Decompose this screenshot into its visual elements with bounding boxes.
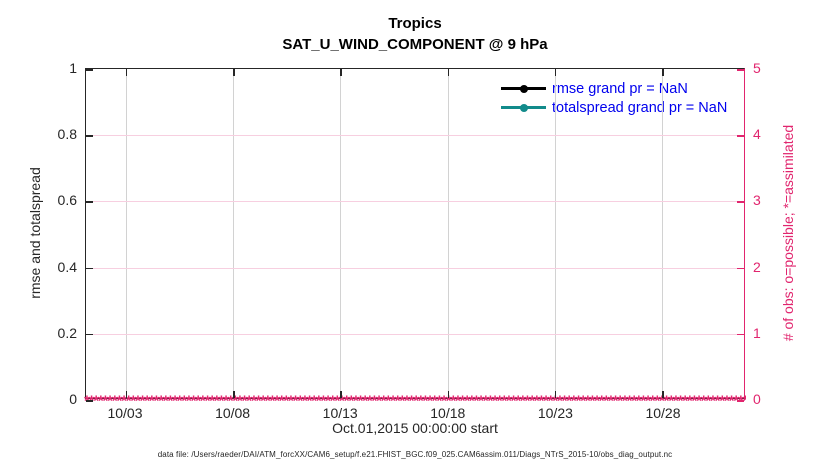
x-tick-label: 10/08 bbox=[215, 405, 251, 421]
legend-marker-dot bbox=[519, 103, 528, 112]
legend: rmse grand pr = NaN totalspread grand pr … bbox=[501, 79, 727, 117]
y-tick-mark-left bbox=[86, 135, 93, 137]
x-tick-mark-top bbox=[447, 69, 450, 76]
x-tick-label: 10/13 bbox=[322, 405, 358, 421]
right-axis-tick-label: 3 bbox=[753, 192, 761, 209]
right-axis-tick-label: 0 bbox=[753, 391, 761, 407]
x-tick-mark-top bbox=[662, 69, 664, 76]
gridline-horizontal bbox=[86, 333, 744, 335]
y-tick-mark-right bbox=[737, 135, 744, 137]
x-tick-label: 10/03 bbox=[107, 405, 143, 421]
x-tick-mark-bottom bbox=[340, 391, 342, 398]
x-tick-mark-bottom bbox=[233, 391, 235, 398]
x-tick-mark-bottom bbox=[554, 391, 557, 398]
x-tick-label: 10/18 bbox=[430, 405, 466, 421]
x-tick-mark-top bbox=[340, 69, 342, 76]
legend-marker-dot bbox=[519, 84, 528, 93]
legend-label: totalspread grand pr = NaN bbox=[552, 99, 728, 116]
gridline-vertical bbox=[233, 69, 235, 398]
right-axis-tick-label: 2 bbox=[753, 258, 761, 275]
right-axis-tick-label: 1 bbox=[753, 324, 761, 341]
left-axis-tick-label: 0.8 bbox=[57, 126, 77, 143]
right-axis-tick-label: 5 bbox=[753, 60, 761, 76]
x-tick-mark-bottom bbox=[447, 391, 450, 398]
y-tick-mark-left bbox=[86, 69, 93, 71]
legend-row: totalspread grand pr = NaN bbox=[501, 98, 727, 117]
plot-area: rmse grand pr = NaN totalspread grand pr … bbox=[84, 68, 746, 405]
legend-line-sample bbox=[501, 103, 546, 112]
gridline-vertical bbox=[340, 69, 342, 398]
x-axis-label: Oct.01,2015 00:00:00 start bbox=[332, 420, 498, 436]
data-file-path: data file: /Users/raeder/DAI/ATM_forcXX/… bbox=[157, 450, 673, 459]
left-axis-label: rmse and totalspread bbox=[27, 167, 43, 299]
right-axis-label: # of obs: o=possible; *=assimilated bbox=[780, 124, 796, 342]
right-axis-tick-label: 4 bbox=[753, 126, 761, 143]
gridline-horizontal bbox=[86, 135, 744, 137]
legend-line-sample bbox=[501, 84, 546, 93]
x-tick-label: 10/28 bbox=[645, 405, 681, 421]
gridline-vertical bbox=[447, 69, 449, 398]
gridline-horizontal bbox=[86, 201, 744, 203]
left-axis-tick-label: 0.6 bbox=[57, 192, 77, 209]
chart-title-variable: SAT_U_WIND_COMPONENT @ 9 hPa bbox=[282, 36, 548, 53]
assimilated-markers-band: ****************************************… bbox=[84, 392, 746, 406]
y-tick-mark-left bbox=[86, 201, 93, 203]
x-tick-mark-top bbox=[125, 69, 128, 76]
x-tick-mark-bottom bbox=[125, 391, 128, 398]
x-tick-mark-bottom bbox=[662, 391, 664, 398]
y-tick-mark-right bbox=[737, 267, 744, 270]
left-axis-tick-label: 0 bbox=[69, 391, 77, 407]
left-axis-tick-label: 1 bbox=[69, 60, 77, 76]
y-tick-mark-right bbox=[737, 333, 744, 336]
y-tick-mark-right bbox=[737, 201, 744, 203]
left-axis-tick-label: 0.2 bbox=[57, 324, 77, 341]
x-tick-mark-top bbox=[554, 69, 557, 76]
legend-row: rmse grand pr = NaN bbox=[501, 79, 727, 98]
chart-title-region: Tropics bbox=[388, 15, 442, 32]
x-tick-label: 10/23 bbox=[537, 405, 573, 421]
assimilated-markers-glyphs: ****************************************… bbox=[84, 392, 746, 406]
y-tick-mark-right bbox=[737, 400, 744, 402]
chart-title: Tropics SAT_U_WIND_COMPONENT @ 9 hPa bbox=[85, 13, 745, 55]
left-axis-tick-label: 0.4 bbox=[57, 258, 77, 275]
gridline-vertical bbox=[662, 69, 664, 398]
gridline-vertical bbox=[554, 69, 556, 398]
x-tick-mark-top bbox=[233, 69, 235, 76]
y-tick-mark-left bbox=[86, 400, 93, 402]
y-tick-mark-right bbox=[737, 69, 744, 71]
y-tick-mark-left bbox=[86, 267, 93, 270]
y-tick-mark-left bbox=[86, 333, 93, 336]
gridline-vertical bbox=[125, 69, 127, 398]
gridline-horizontal bbox=[86, 267, 744, 269]
legend-label: rmse grand pr = NaN bbox=[552, 80, 688, 97]
